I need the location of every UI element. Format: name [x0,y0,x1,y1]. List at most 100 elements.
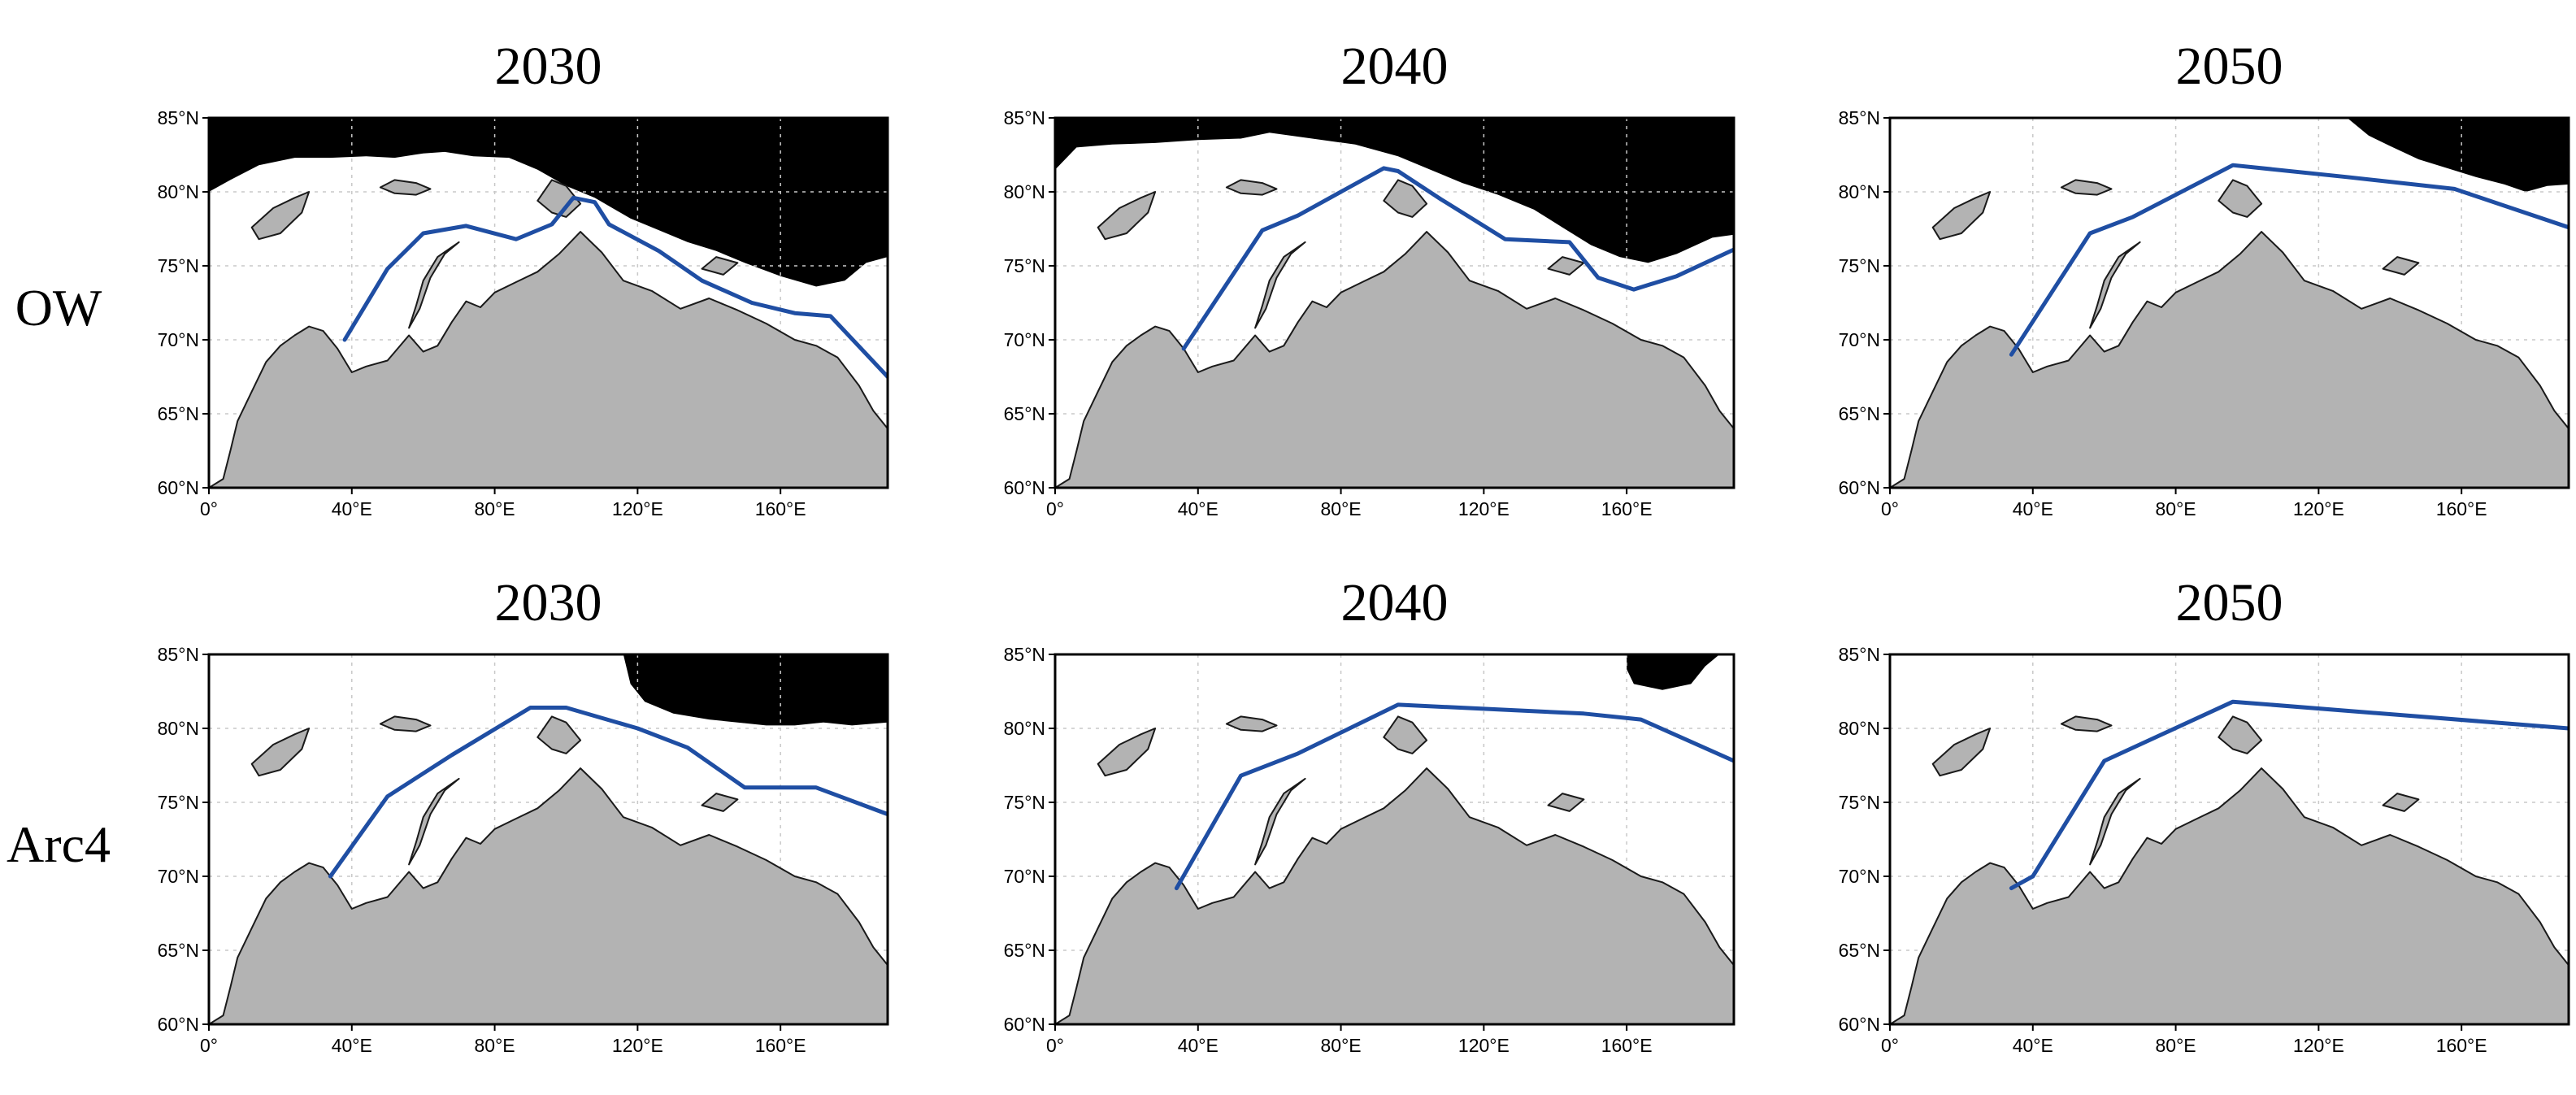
lon-tick-label: 80°E [2156,498,2196,519]
lat-tick-label: 85°N [1004,644,1045,665]
row-arc4: Arc4 2030 60°N 65°N 70°N 75°N 80°N 85°N 0° 40°E 80… [7,573,2570,1056]
island [1097,728,1157,777]
lat-tick-label: 70°N [1839,866,1880,887]
island [2060,715,2113,732]
island [379,179,432,196]
map-area [1890,118,2569,488]
lat-tick-label: 70°N [158,329,199,350]
lon-tick-label: 40°E [2013,498,2053,519]
lon-tick-label: 160°E [755,1035,806,1056]
lat-tick-label: 60°N [158,477,199,498]
island [2060,179,2113,196]
shipping-route [1174,702,1734,891]
island [250,728,311,777]
island [2089,777,2141,866]
row-label: OW [15,279,102,337]
row-ow: OW 2030 60°N 65°N 70°N 75°N 80°N 85°N 0° 40°E 80°E… [15,37,2570,519]
map-area [209,118,888,488]
sea-ice-region [209,118,888,287]
lon-tick-label: 40°E [2013,1035,2053,1056]
island [250,191,311,241]
island [1254,241,1306,329]
lat-tick-label: 75°N [158,792,199,813]
island [1097,191,1157,241]
lon-tick-label: 160°E [1601,1035,1653,1056]
lat-tick-label: 75°N [1839,792,1880,813]
lat-tick-label: 65°N [158,940,199,961]
sea-ice-region [2347,118,2569,192]
lon-tick-label: 80°E [475,1035,515,1056]
lat-tick-label: 85°N [1839,644,1880,665]
lon-tick-label: 0° [1046,1035,1064,1056]
island [701,256,739,276]
land-mass [1055,231,1734,488]
lat-tick-label: 60°N [158,1014,199,1035]
island [2382,793,2420,812]
island [408,241,460,329]
panel-title: 2050 [2176,37,2283,96]
lon-tick-label: 160°E [2436,1035,2487,1056]
map-panel-2040: 2040 60°N 65°N 70°N 75°N 80°N 85°N 0° 40°E 80°E 12… [1004,573,1735,1056]
map-area [1055,654,1734,1024]
lat-tick-label: 80°N [1839,718,1880,739]
lat-tick-label: 75°N [158,255,199,276]
map-frame [1053,653,1735,1026]
lat-tick-label: 85°N [158,644,199,665]
island [2218,715,2263,754]
panel-title: 2030 [495,37,602,96]
lon-tick-label: 80°E [1321,1035,1362,1056]
lon-tick-label: 80°E [475,498,515,519]
lon-tick-label: 80°E [2156,1035,2196,1056]
shipping-route [2009,699,2569,891]
shipping-route [1181,166,1734,351]
island [1225,179,1278,196]
lon-tick-label: 0° [1881,498,1899,519]
island [2089,241,2141,329]
island [701,793,739,812]
lat-tick-label: 60°N [1004,1014,1045,1035]
lat-tick-label: 70°N [1839,329,1880,350]
lat-tick-label: 80°N [1004,718,1045,739]
lon-tick-label: 160°E [755,498,806,519]
lon-tick-label: 120°E [1458,1035,1510,1056]
map-panel-2050: 2050 60°N 65°N 70°N 75°N 80°N 85°N 0° 40°E 80°E 12… [1839,37,2570,519]
lat-tick-label: 60°N [1839,477,1880,498]
land-mass [209,231,888,488]
panel-title: 2050 [2176,573,2283,632]
island [1254,777,1306,866]
lon-tick-label: 0° [1881,1035,1899,1056]
island [1931,191,1992,241]
lat-tick-label: 65°N [1004,940,1045,961]
lon-tick-label: 40°E [332,498,372,519]
lat-tick-label: 65°N [1839,940,1880,961]
lat-tick-label: 80°N [158,718,199,739]
island [379,715,432,732]
lon-tick-label: 40°E [332,1035,372,1056]
map-area [209,654,888,1024]
island [2382,256,2420,276]
lon-tick-label: 120°E [612,498,663,519]
lon-tick-label: 40°E [1178,1035,1218,1056]
sea-ice-region [623,654,888,726]
land-mass [209,767,888,1024]
lon-tick-label: 120°E [2293,1035,2344,1056]
island [1931,728,1992,777]
island [536,179,582,218]
island [408,777,460,866]
land-mass [1890,231,2569,488]
map-area [1890,654,2569,1024]
lat-tick-label: 65°N [1839,403,1880,424]
lon-tick-label: 120°E [1458,498,1510,519]
lon-tick-label: 160°E [2436,498,2487,519]
map-panel-2050: 2050 60°N 65°N 70°N 75°N 80°N 85°N 0° 40°E 80°E 12… [1839,573,2570,1056]
island [2218,179,2263,218]
map-frame [1888,116,2570,489]
island [536,715,582,754]
island [1383,179,1428,218]
lat-tick-label: 75°N [1004,255,1045,276]
panel-title: 2030 [495,573,602,632]
lat-tick-label: 80°N [158,181,199,202]
lon-tick-label: 120°E [2293,498,2344,519]
lat-tick-label: 60°N [1004,477,1045,498]
